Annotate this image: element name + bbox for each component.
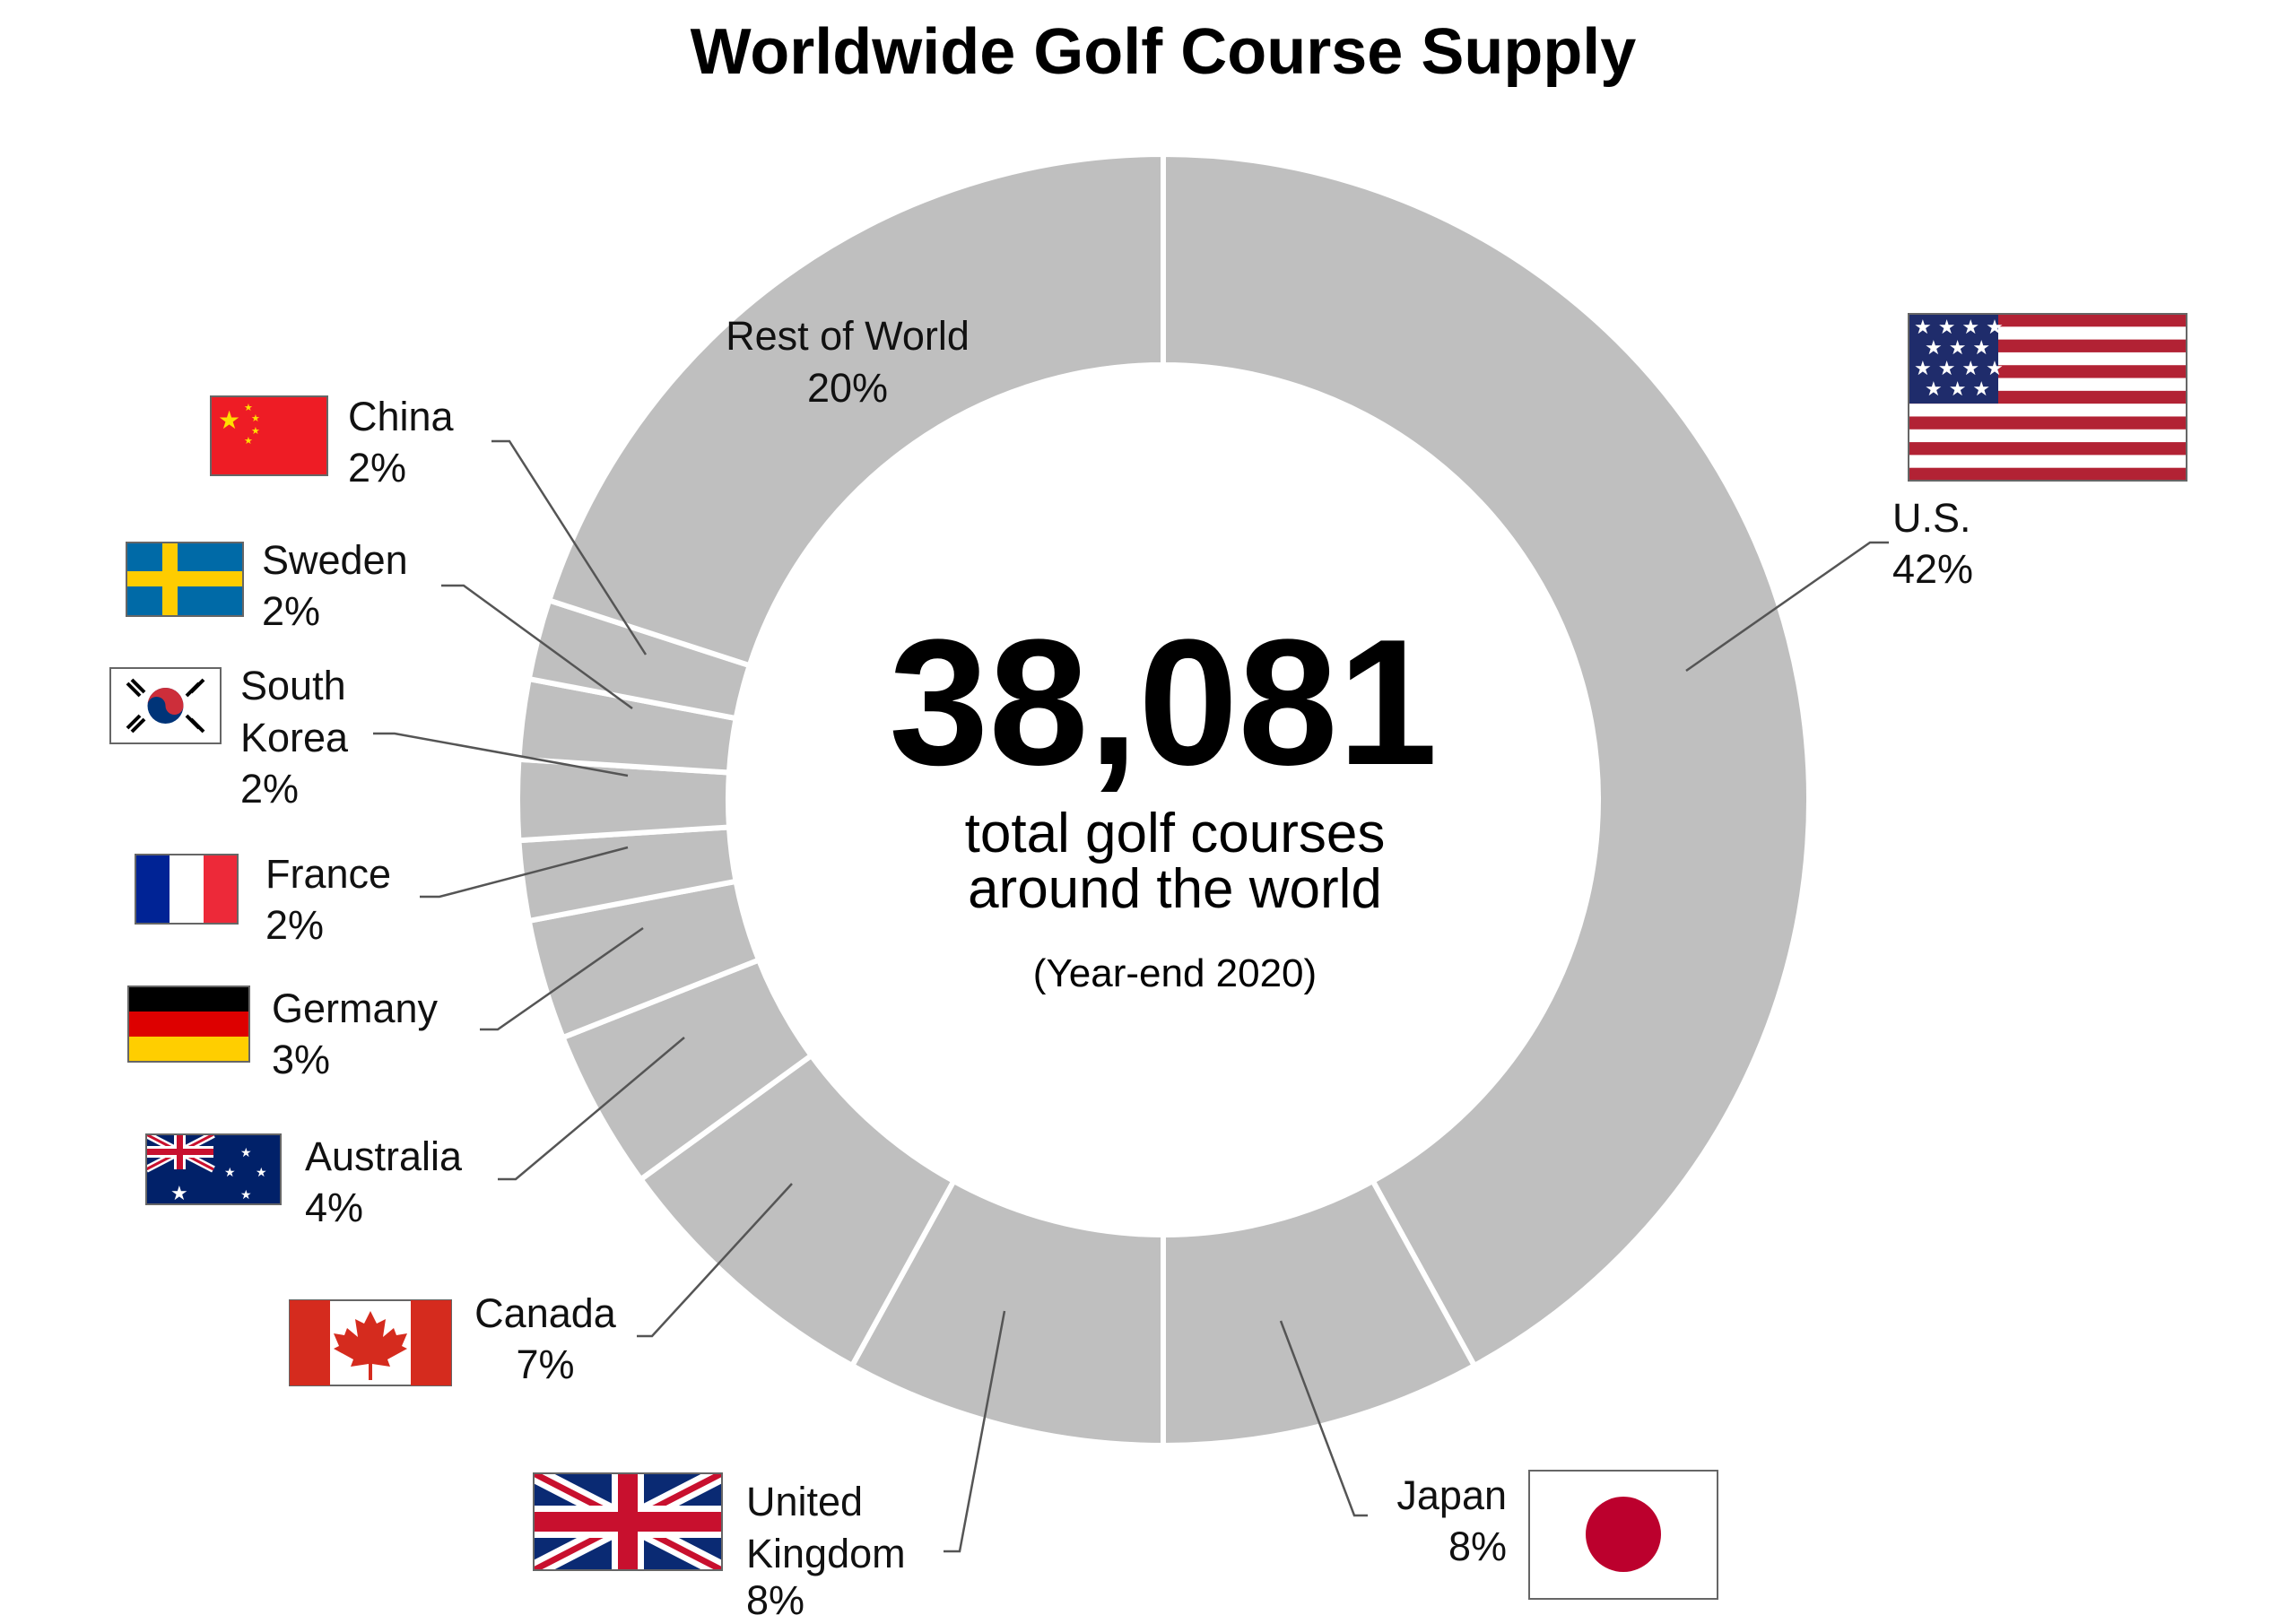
label-south-korea-name: South Korea xyxy=(240,663,349,760)
svg-text:★: ★ xyxy=(240,1188,252,1203)
us-flag-icon: ★ ★ ★ ★ ★ ★ ★ ★ ★ ★ ★ ★ ★ ★ xyxy=(1908,313,2187,482)
label-japan-value: 8% xyxy=(1448,1524,1507,1569)
label-france-name: France xyxy=(265,851,391,897)
center-caption-line-1: total golf courses xyxy=(965,803,1386,864)
label-rest-name: Rest of World xyxy=(726,313,970,359)
label-south-korea-value: 2% xyxy=(240,766,299,812)
svg-text:★: ★ xyxy=(240,1146,252,1160)
leader-lines xyxy=(373,439,1889,1553)
uk-flag-icon xyxy=(533,1472,723,1571)
svg-text:★ ★ ★: ★ ★ ★ xyxy=(1925,378,1990,401)
center-caption-line-2: around the world xyxy=(968,858,1382,920)
label-australia-name: Australia xyxy=(305,1133,463,1179)
label-canada: Canada 7% xyxy=(474,1290,617,1387)
sweden-flag-icon xyxy=(126,542,244,617)
label-us-name: U.S. xyxy=(1892,495,1971,541)
svg-text:★: ★ xyxy=(218,405,240,435)
france-flag-icon xyxy=(135,854,239,925)
label-china: China 2% xyxy=(348,394,455,491)
svg-text:★: ★ xyxy=(170,1183,188,1205)
label-rest-of-world: Rest of World 20% xyxy=(726,313,970,411)
label-south-korea: South Korea 2% xyxy=(240,663,349,812)
svg-text:★: ★ xyxy=(251,425,260,437)
svg-text:★: ★ xyxy=(256,1166,267,1180)
china-flag-icon: ★ ★ ★ ★ ★ xyxy=(210,395,328,476)
label-germany-value: 3% xyxy=(272,1037,330,1082)
slice-rest xyxy=(545,151,1166,669)
label-japan-name: Japan xyxy=(1396,1472,1507,1518)
label-china-value: 2% xyxy=(348,445,406,491)
label-china-name: China xyxy=(348,394,455,439)
label-uk-value-visible: 8% xyxy=(746,1577,804,1615)
label-germany-name: Germany xyxy=(272,985,439,1031)
label-rest-value: 20% xyxy=(807,365,888,411)
canada-flag-icon xyxy=(289,1299,452,1386)
label-uk-name: United Kingdom xyxy=(746,1479,906,1576)
australia-flag-icon: ★ ★ ★ ★ ★ xyxy=(145,1133,282,1205)
label-sweden: Sweden 2% xyxy=(262,537,408,634)
svg-text:★: ★ xyxy=(244,402,253,413)
label-us-value: 42% xyxy=(1892,546,1973,592)
label-canada-value: 7% xyxy=(516,1341,574,1387)
chart-title: Worldwide Golf Course Supply xyxy=(691,16,1637,88)
donut-slices xyxy=(515,151,1812,1449)
south-korea-flag-icon xyxy=(109,667,222,744)
japan-flag-icon xyxy=(1528,1470,1718,1600)
label-australia-value: 4% xyxy=(305,1185,363,1230)
slice-us xyxy=(1161,151,1812,1370)
label-japan: Japan 8% xyxy=(1396,1472,1507,1569)
label-us: U.S. 42% xyxy=(1892,495,1973,592)
label-sweden-name: Sweden xyxy=(262,537,408,583)
svg-text:★ ★ ★ ★: ★ ★ ★ ★ xyxy=(1914,317,2004,339)
label-canada-name: Canada xyxy=(474,1290,617,1336)
label-germany: Germany 3% xyxy=(272,985,439,1082)
svg-text:★ ★ ★ ★: ★ ★ ★ ★ xyxy=(1914,358,2004,380)
label-france: France 2% xyxy=(265,851,391,948)
center-note: (Year-end 2020) xyxy=(1033,951,1317,995)
label-france-value: 2% xyxy=(265,902,324,948)
germany-flag-icon xyxy=(127,985,250,1063)
svg-text:★: ★ xyxy=(251,412,260,424)
label-australia: Australia 4% xyxy=(305,1133,463,1230)
svg-text:★ ★ ★: ★ ★ ★ xyxy=(1925,337,1990,360)
total-count: 38,081 xyxy=(889,603,1438,803)
svg-text:★: ★ xyxy=(244,435,253,447)
label-sweden-value: 2% xyxy=(262,588,320,634)
svg-text:★: ★ xyxy=(224,1166,236,1180)
